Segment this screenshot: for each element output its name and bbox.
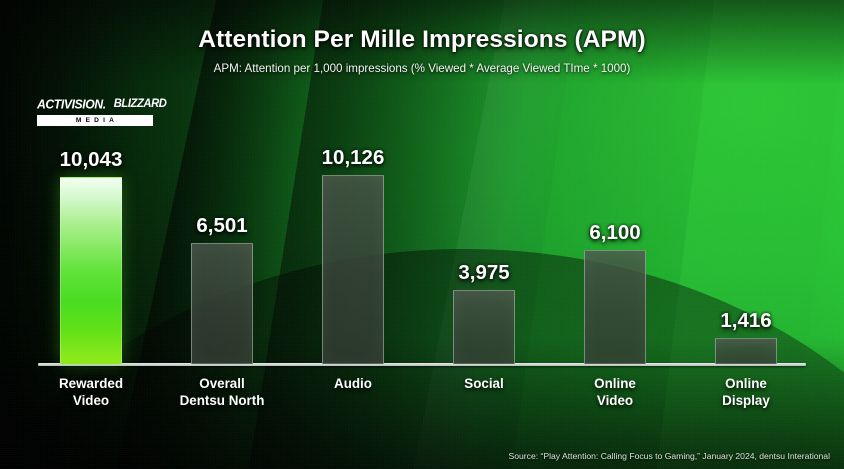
page-title: Attention Per Mille Impressions (APM) — [198, 26, 646, 53]
chart-bar-label: Online Display — [722, 376, 770, 408]
chart-bar[interactable] — [60, 177, 122, 364]
chart-bar-value: 10,043 — [59, 148, 123, 171]
chart-bar-value: 1,416 — [720, 309, 772, 332]
chart-bar[interactable] — [453, 290, 515, 364]
chart-bar-group: 10,043 Rewarded Video — [59, 148, 123, 408]
chart-baseline-axis — [38, 363, 806, 366]
logo-blizzard-text: BLIZZARD — [113, 97, 167, 111]
chart-bar-group: 10,126 Audio — [322, 146, 385, 391]
chart-bar-value: 3,975 — [458, 261, 510, 284]
chart-bar-group: 6,100 Online Video — [584, 221, 646, 408]
chart-bar[interactable] — [191, 243, 253, 364]
chart-bar[interactable] — [584, 250, 646, 364]
chart-bar-label: Online Video — [594, 376, 636, 408]
chart-bar-label: Audio — [334, 376, 372, 391]
activision-blizzard-media-logo: ACTIVISION. BLIZZARD MEDIA — [37, 96, 167, 126]
logo-brand-row: ACTIVISION. BLIZZARD — [37, 96, 167, 113]
chart-bar-label: Social — [464, 376, 504, 391]
chart-bar-group: 1,416 Online Display — [715, 309, 777, 408]
chart-bar-value: 10,126 — [321, 146, 385, 169]
chart-bar-label: Rewarded Video — [59, 376, 123, 408]
chart-bar-group: 6,501 Overall Dentsu North — [180, 214, 265, 408]
source-footnote: Source: “Play Attention: Calling Focus t… — [508, 451, 831, 461]
chart-bar-label: Overall Dentsu North — [179, 376, 265, 408]
chart-bar[interactable] — [715, 338, 777, 364]
chart-bar-group: 3,975 Social — [453, 261, 515, 391]
logo-activision-text: ACTIVISION. — [37, 96, 106, 112]
page-subtitle: APM: Attention per 1,000 impressions (% … — [213, 62, 631, 75]
chart-bar[interactable] — [322, 175, 384, 364]
logo-media-label: MEDIA — [37, 115, 153, 126]
chart-bar-value: 6,501 — [196, 214, 248, 237]
chart-bar-value: 6,100 — [589, 221, 641, 244]
